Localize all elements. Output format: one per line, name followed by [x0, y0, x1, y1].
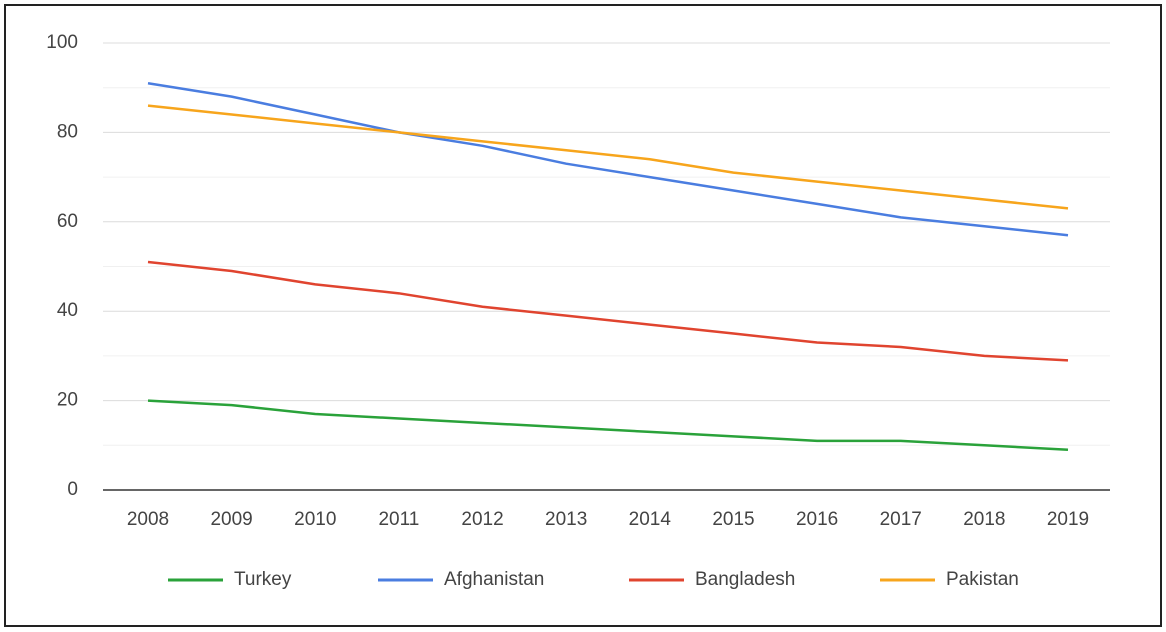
legend-label: Pakistan: [946, 569, 1019, 590]
x-tick-label: 2013: [545, 509, 587, 530]
line: [147, 104, 1069, 210]
x-tick-label: 2012: [461, 509, 503, 530]
line: [147, 260, 1069, 362]
x-tick-label: 2014: [629, 509, 672, 530]
y-tick-label: 100: [46, 32, 78, 53]
line: [147, 399, 1069, 452]
line: [147, 81, 1069, 237]
x-tick-label: 2015: [712, 509, 754, 530]
x-tick-label: 2016: [796, 509, 838, 530]
y-tick-label: 0: [67, 479, 78, 500]
y-tick-label: 40: [57, 300, 78, 321]
x-tick-label: 2009: [210, 509, 252, 530]
x-tick-label: 2017: [880, 509, 922, 530]
frame: [4, 4, 1162, 627]
x-tick-label: 2019: [1047, 509, 1089, 530]
x-tick-label: 2011: [378, 509, 419, 530]
y-tick-label: 60: [57, 211, 78, 232]
x-tick-label: 2008: [127, 509, 169, 530]
legend-label: Turkey: [234, 569, 292, 590]
y-tick-label: 80: [57, 121, 78, 142]
legend-label: Afghanistan: [444, 569, 544, 590]
y-tick-label: 20: [57, 390, 78, 411]
x-tick-label: 2018: [963, 509, 1005, 530]
x-tick-label: 2010: [294, 509, 336, 530]
legend-label: Bangladesh: [695, 569, 795, 590]
